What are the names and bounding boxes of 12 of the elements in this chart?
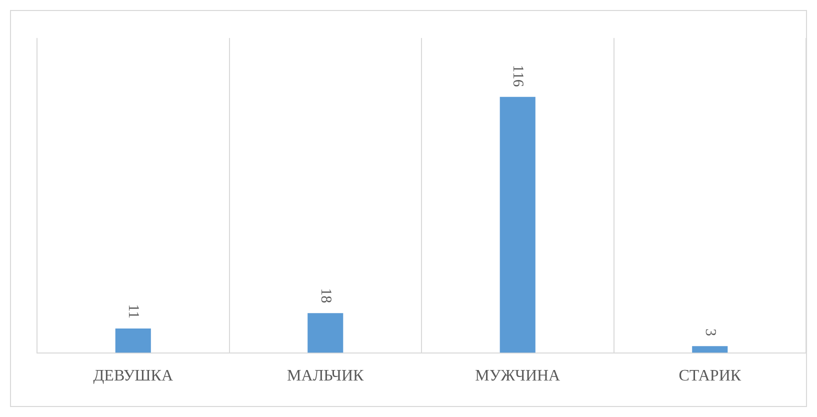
- bar: [308, 313, 344, 353]
- data-label: 18: [317, 288, 334, 304]
- data-label: 11: [125, 304, 142, 319]
- data-label: 3: [702, 328, 718, 336]
- x-tick-label: МАЛЬЧИК: [287, 368, 364, 385]
- bar: [115, 328, 151, 353]
- bar: [692, 346, 728, 353]
- x-tick-label: ДЕВУШКА: [93, 368, 174, 385]
- x-tick-label: СТАРИК: [678, 368, 742, 385]
- bar: [500, 96, 536, 353]
- x-tick-label: МУЖЧИНА: [475, 368, 561, 385]
- data-label: 116: [510, 64, 526, 88]
